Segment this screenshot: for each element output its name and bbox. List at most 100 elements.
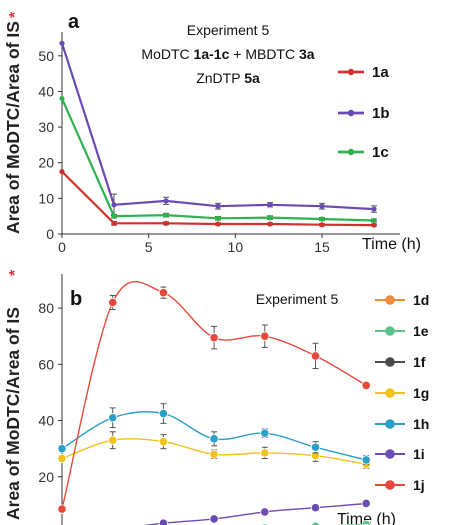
y-axis-label-bottom: Area of MoDTC/Area of IS xyxy=(3,307,23,520)
legend-marker-1e xyxy=(385,326,395,336)
data-point-1g xyxy=(158,437,168,447)
series-1a xyxy=(59,169,377,228)
x-tick-label: 5 xyxy=(145,239,153,255)
data-point-1b xyxy=(215,203,221,209)
data-point-1g xyxy=(108,435,118,445)
panel-letter: b xyxy=(70,288,82,310)
series-1c xyxy=(59,95,377,224)
chart-title-segment: ZnDTP xyxy=(196,70,244,86)
panel-a: 0 10 20 30 40 50 0 5 10 15 Time (h) a Experiment 5 Mo… xyxy=(38,11,421,255)
legend-marker-1f xyxy=(385,357,395,367)
x-axis-label: Time (h) xyxy=(337,511,396,525)
data-point-1c xyxy=(267,215,273,221)
data-point-1h xyxy=(57,444,67,454)
y-axis-label-marker-bottom: * xyxy=(7,269,24,276)
series-1g xyxy=(57,431,371,469)
y-tick-label: 20 xyxy=(38,155,54,171)
x-axis-label: Time (h) xyxy=(362,236,421,253)
series-line-1j xyxy=(61,281,367,510)
data-point-1j xyxy=(310,351,321,361)
data-point-1b xyxy=(319,203,325,209)
data-point-1c xyxy=(215,215,221,221)
data-point-1b xyxy=(59,40,65,46)
data-point-1h xyxy=(310,442,321,452)
data-point-1j xyxy=(57,504,67,514)
data-point-1h xyxy=(158,408,168,419)
series-1j xyxy=(57,281,371,514)
legend-marker-1h xyxy=(385,419,395,429)
chart-title-segment: 1a-1c xyxy=(194,46,230,62)
legend-label-1b: 1b xyxy=(372,105,390,122)
data-point-1j xyxy=(361,380,371,391)
chart-title-line: ZnDTP 5a xyxy=(196,70,260,86)
chart-title-segment: 5a xyxy=(244,70,260,86)
y-tick-label: 50 xyxy=(38,48,54,64)
legend-label-1e: 1e xyxy=(413,323,429,339)
data-point-1c xyxy=(371,217,377,224)
data-point-1i xyxy=(260,507,270,517)
chart-title-line: Experiment 5 xyxy=(187,22,270,38)
data-point-1c xyxy=(319,216,325,222)
data-point-1a xyxy=(215,221,221,227)
panel-letter: a xyxy=(68,11,80,33)
data-point-1i xyxy=(310,503,321,513)
y-tick-label: 0 xyxy=(46,226,54,242)
series-1i xyxy=(143,498,371,525)
data-point-1i xyxy=(158,518,168,525)
data-point-1a xyxy=(59,169,65,175)
y-tick-label: 60 xyxy=(38,356,54,372)
data-point-1j xyxy=(260,331,270,341)
data-point-1a xyxy=(267,221,273,227)
x-tick-label: 10 xyxy=(228,239,244,255)
data-point-1g xyxy=(260,448,270,458)
chart-title-line: Experiment 5 xyxy=(256,291,339,307)
data-point-1b xyxy=(371,206,377,212)
data-point-1c xyxy=(59,95,65,102)
legend-marker-1d xyxy=(385,295,395,305)
data-point-1j xyxy=(108,297,118,308)
legend-marker-1c xyxy=(347,148,355,156)
x-tick-label: 0 xyxy=(58,239,66,255)
legend-marker-1i xyxy=(385,449,395,459)
data-point-1h xyxy=(361,455,371,465)
data-point-1h xyxy=(209,434,219,444)
data-point-1g xyxy=(209,449,219,459)
data-point-1g xyxy=(57,453,67,464)
legend-label-1h: 1h xyxy=(413,416,429,432)
series-1h xyxy=(57,403,371,465)
data-point-1h xyxy=(260,428,270,438)
data-point-1e xyxy=(311,521,320,525)
chart-title-line: MoDTC 1a-1c + MBDTC 3a xyxy=(141,46,314,62)
x-tick-label: 15 xyxy=(314,239,330,255)
data-point-1j xyxy=(158,288,168,298)
data-point-1b xyxy=(111,202,117,208)
y-tick-label: 80 xyxy=(38,300,54,316)
legend-label-1c: 1c xyxy=(372,144,389,161)
y-tick-label: 10 xyxy=(38,190,54,206)
series-line-1b xyxy=(60,42,375,211)
data-point-1c xyxy=(163,212,169,218)
chart-title-segment: 3a xyxy=(299,46,315,62)
legend-label-1i: 1i xyxy=(413,446,425,462)
data-point-1j xyxy=(209,333,219,343)
legend-marker-1a xyxy=(347,68,355,76)
chart-title-segment: Experiment 5 xyxy=(256,291,339,307)
data-point-1i xyxy=(209,514,219,524)
legend-marker-1j xyxy=(385,480,395,490)
data-point-1i xyxy=(361,498,371,509)
y-tick-label: 20 xyxy=(38,469,54,485)
data-point-1a xyxy=(319,222,325,228)
data-point-1b xyxy=(163,198,169,204)
data-point-1a xyxy=(111,220,117,226)
y-tick-label: 30 xyxy=(38,119,54,135)
data-point-1c xyxy=(111,213,117,219)
legend-label-1a: 1a xyxy=(372,64,389,81)
data-point-1b xyxy=(267,202,273,208)
chart-title-segment: MoDTC xyxy=(141,46,193,62)
y-tick-label: 40 xyxy=(38,83,54,99)
legend-label-1g: 1g xyxy=(413,385,429,401)
legend-marker-1b xyxy=(347,109,355,117)
legend-label-1d: 1d xyxy=(413,292,429,308)
